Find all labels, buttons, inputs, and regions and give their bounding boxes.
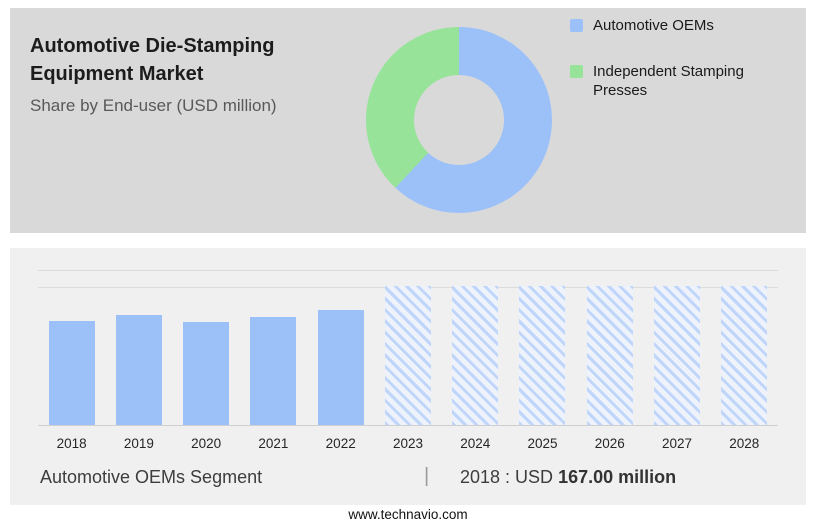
axis-label-2025: 2025 — [527, 436, 558, 451]
axis-label-2026: 2026 — [594, 436, 625, 451]
header-panel: Automotive Die-Stamping Equipment Market… — [10, 8, 806, 233]
forecast-bar-2027 — [654, 286, 701, 425]
bar-2019 — [115, 315, 162, 425]
bar-2021 — [250, 317, 297, 425]
stat-row: Automotive OEMs Segment | 2018 : USD 167… — [10, 465, 806, 491]
bar-column-2028 — [711, 286, 778, 425]
title-block: Automotive Die-Stamping Equipment Market… — [30, 32, 335, 116]
forecast-bar-2025 — [519, 286, 566, 425]
bar-2022 — [317, 310, 364, 425]
bar-column-2019 — [105, 315, 172, 425]
bar-chart-panel: 2018 2019 2020 2021 2022 2023 2024 2025 2026 2027… — [10, 248, 806, 505]
legend-swatch-icon — [570, 64, 583, 78]
legend-item: Independent Stamping Presses — [570, 62, 765, 101]
bar-column-2025 — [509, 286, 576, 425]
axis-label-2022: 2022 — [325, 436, 356, 451]
bar-2018 — [48, 321, 95, 425]
x-axis-labels: 2018 2019 2020 2021 2022 2023 2024 2025 2026 2027… — [38, 426, 778, 451]
gridline — [38, 270, 778, 271]
legend-item: Automotive OEMs — [570, 16, 765, 36]
forecast-bar-2024 — [452, 286, 499, 425]
bar-column-2021 — [240, 317, 307, 425]
axis-label-2023: 2023 — [392, 436, 423, 451]
axis-label-2018: 2018 — [56, 436, 87, 451]
stat-value: 167.00 million — [558, 467, 677, 487]
stat-prefix: 2018 : USD — [460, 467, 554, 487]
chart-legend: Automotive OEMs Independent Stamping Pres… — [570, 16, 765, 127]
axis-label-2020: 2020 — [191, 436, 222, 451]
page-subtitle: Share by End-user (USD million) — [30, 96, 277, 115]
axis-label-2024: 2024 — [460, 436, 491, 451]
axis-label-2027: 2027 — [662, 436, 693, 451]
bar-column-2027 — [643, 286, 710, 425]
legend-swatch-icon — [570, 19, 583, 32]
bar-column-2023 — [374, 286, 441, 425]
donut-chart — [366, 27, 552, 213]
website-link[interactable]: www.technavio.com — [348, 507, 468, 522]
page-title: Automotive Die-Stamping Equipment Market — [30, 35, 275, 85]
separator: | — [424, 465, 430, 487]
forecast-bar-2023 — [384, 286, 431, 425]
bar-2020 — [183, 322, 230, 425]
bar-chart: 2018 2019 2020 2021 2022 2023 2024 2025 2026 2027… — [38, 270, 778, 451]
bar-column-2022 — [307, 310, 374, 425]
stat-text: 2018 : USD 167.00 million — [460, 467, 676, 488]
forecast-bar-2028 — [721, 286, 768, 425]
legend-label: Independent Stamping Presses — [593, 62, 744, 100]
segment-label: Automotive OEMs Segment — [40, 467, 263, 487]
bars-row — [38, 270, 778, 426]
bar-column-2024 — [442, 286, 509, 425]
forecast-bar-2026 — [586, 286, 633, 425]
axis-label-2021: 2021 — [258, 436, 289, 451]
bar-column-2020 — [173, 322, 240, 425]
donut-hole — [414, 75, 504, 165]
axis-label-2019: 2019 — [123, 436, 154, 451]
bar-column-2018 — [38, 321, 105, 425]
axis-label-2028: 2028 — [729, 436, 760, 451]
bar-column-2026 — [576, 286, 643, 425]
legend-label: Automotive OEMs — [593, 17, 714, 34]
